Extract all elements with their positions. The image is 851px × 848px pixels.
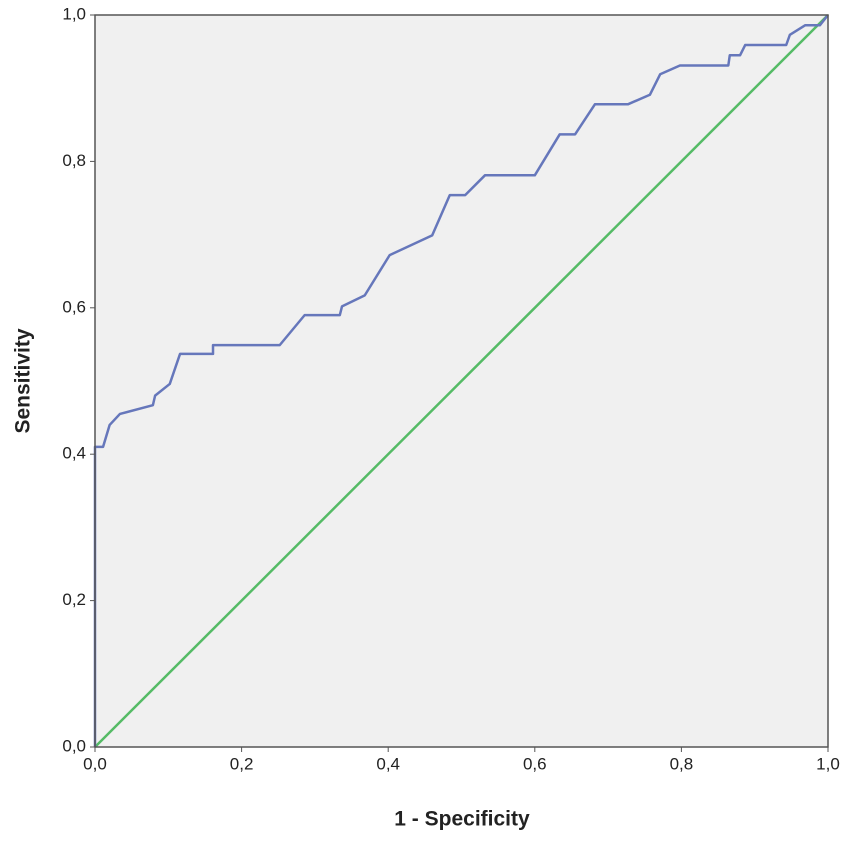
y-tick-label: 1,0: [62, 4, 86, 23]
marks: [93, 14, 829, 748]
x-tick-label: 0,4: [376, 754, 400, 773]
y-tick-label: 0,0: [62, 736, 86, 755]
x-tick-label: 1,0: [816, 754, 840, 773]
y-tick-label: 0,8: [62, 151, 86, 170]
x-tick-label: 0,6: [523, 754, 547, 773]
y-axis-title: Sensitivity: [12, 328, 35, 433]
y-tick-label: 0,2: [62, 590, 86, 609]
x-tick-label: 0,2: [230, 754, 254, 773]
x-tick-label: 0,8: [670, 754, 694, 773]
series-line: [93, 14, 829, 747]
y-tick-label: 0,6: [62, 297, 86, 316]
y-tick-label: 0,4: [62, 444, 86, 463]
x-tick-label: 0,0: [83, 754, 107, 773]
series-line: [94, 14, 829, 748]
x-axis-title: 1 - Specificity: [394, 808, 530, 831]
plot-border: [94, 14, 829, 748]
